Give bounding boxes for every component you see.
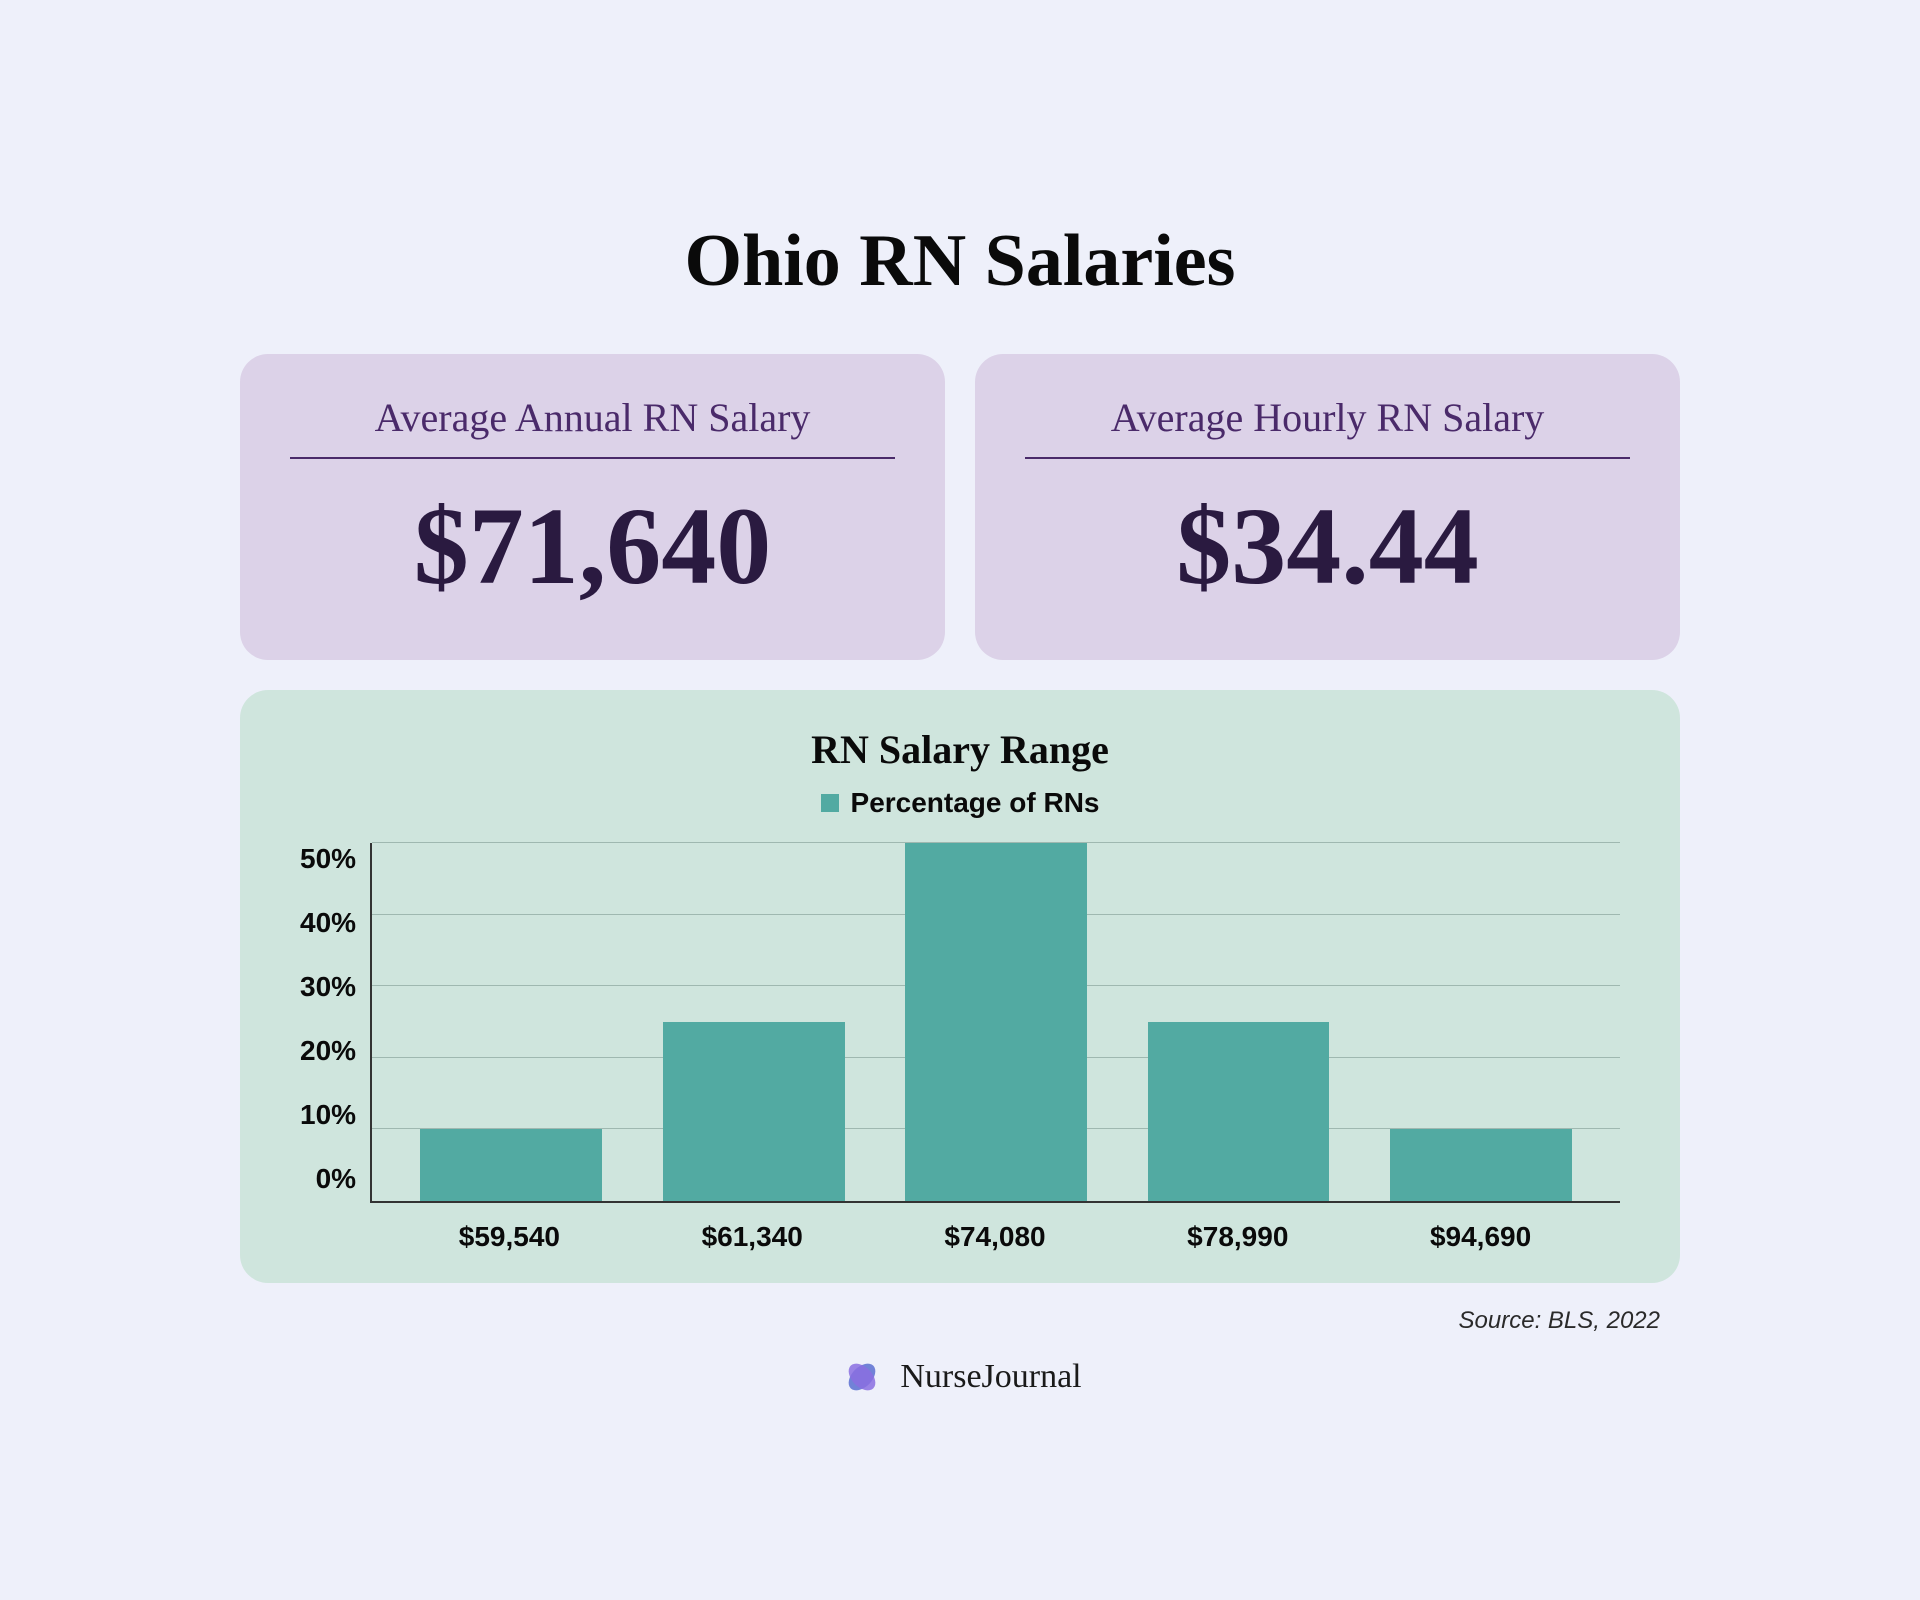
x-tick-label: $59,540: [418, 1221, 600, 1253]
page-title: Ohio RN Salaries: [240, 219, 1680, 304]
y-axis: 50% 40% 30% 20% 10% 0%: [300, 843, 370, 1203]
y-tick-label: 10%: [300, 1099, 356, 1131]
salary-range-chart-card: RN Salary Range Percentage of RNs 50% 40%…: [240, 690, 1680, 1283]
y-tick-label: 20%: [300, 1035, 356, 1067]
legend-label: Percentage of RNs: [851, 787, 1100, 819]
legend-swatch: [821, 794, 839, 812]
x-tick-label: $78,990: [1147, 1221, 1329, 1253]
brand-name: NurseJournal: [900, 1358, 1081, 1396]
annual-salary-value: $71,640: [290, 483, 895, 610]
x-tick-label: $74,080: [904, 1221, 1086, 1253]
hourly-salary-value: $34.44: [1025, 483, 1630, 610]
infographic-container: Ohio RN Salaries Average Annual RN Salar…: [200, 159, 1720, 1441]
x-labels: $59,540 $61,340 $74,080 $78,990 $94,690: [370, 1221, 1620, 1253]
chart-plot: [370, 843, 1620, 1203]
hourly-salary-label: Average Hourly RN Salary: [1025, 394, 1630, 459]
y-tick-label: 0%: [316, 1163, 356, 1195]
x-axis: $59,540 $61,340 $74,080 $78,990 $94,690: [300, 1221, 1620, 1253]
x-tick-label: $61,340: [661, 1221, 843, 1253]
bar: [663, 1022, 845, 1201]
y-tick-label: 50%: [300, 843, 356, 875]
chart-legend: Percentage of RNs: [300, 787, 1620, 819]
chart-area: 50% 40% 30% 20% 10% 0%: [300, 843, 1620, 1203]
brand-footer: NurseJournal: [240, 1353, 1680, 1401]
hourly-salary-card: Average Hourly RN Salary $34.44: [975, 354, 1680, 660]
chart-title: RN Salary Range: [300, 726, 1620, 773]
bar: [1390, 1129, 1572, 1201]
bar: [420, 1129, 602, 1201]
source-attribution: Source: BLS, 2022: [240, 1307, 1680, 1335]
x-tick-label: $94,690: [1390, 1221, 1572, 1253]
y-tick-label: 30%: [300, 971, 356, 1003]
annual-salary-label: Average Annual RN Salary: [290, 394, 895, 459]
annual-salary-card: Average Annual RN Salary $71,640: [240, 354, 945, 660]
bars-container: [372, 843, 1620, 1201]
stat-cards-row: Average Annual RN Salary $71,640 Average…: [240, 354, 1680, 660]
y-tick-label: 40%: [300, 907, 356, 939]
bar: [905, 843, 1087, 1201]
bar: [1148, 1022, 1330, 1201]
brand-logo-icon: [838, 1353, 886, 1401]
